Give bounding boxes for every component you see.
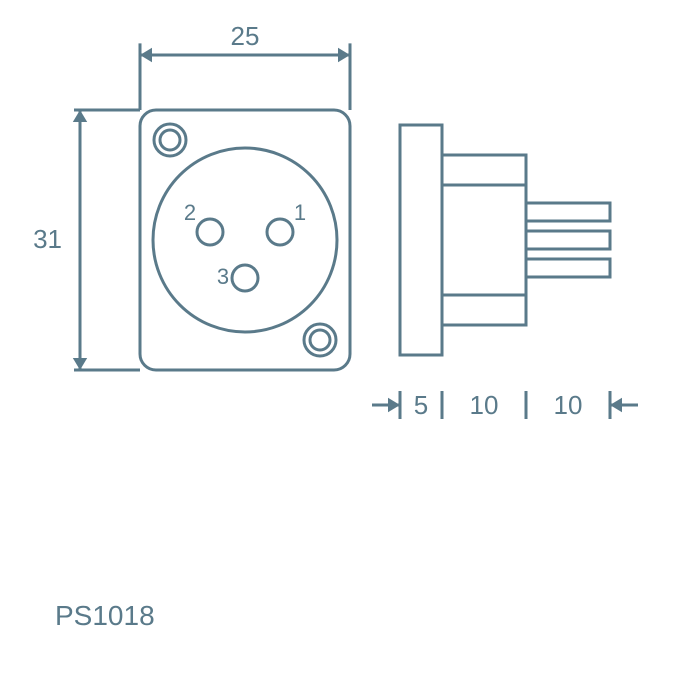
- part-number: PS1018: [55, 600, 155, 632]
- side-view: [400, 125, 610, 355]
- pin-label-1: 1: [294, 200, 306, 225]
- dim-seg-10a: 10: [470, 390, 499, 420]
- dim-seg-10b: 10: [554, 390, 583, 420]
- front-view: 1 2 3: [140, 110, 350, 370]
- pin-3: [232, 265, 258, 291]
- pin-label-2: 2: [184, 200, 196, 225]
- pin-2: [197, 219, 223, 245]
- dim-seg-5: 5: [414, 390, 428, 420]
- dim-height: 31: [33, 224, 62, 254]
- pin-1: [267, 219, 293, 245]
- pin-label-3: 3: [217, 264, 229, 289]
- dim-width: 25: [231, 21, 260, 51]
